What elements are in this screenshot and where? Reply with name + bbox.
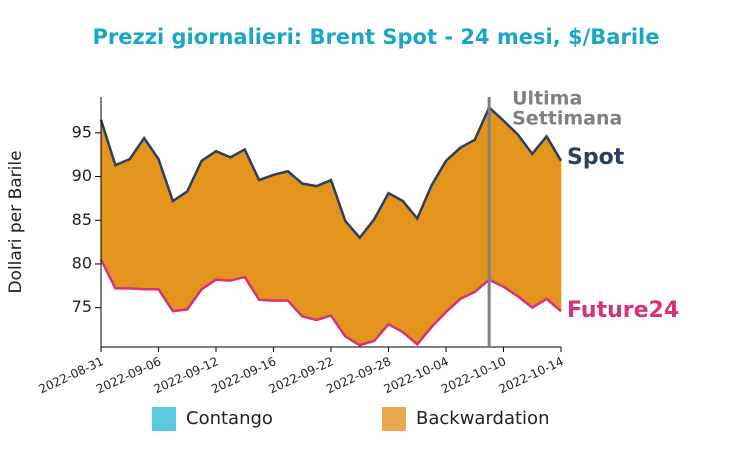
legend-swatch bbox=[152, 407, 176, 431]
band-segment bbox=[546, 135, 562, 312]
band-segment bbox=[129, 137, 145, 290]
y-tick-label: 75 bbox=[72, 297, 92, 316]
y-tick-label: 90 bbox=[72, 166, 92, 185]
band-segment bbox=[460, 139, 476, 300]
band-segment bbox=[531, 135, 547, 309]
y-axis-label: Dollari per Barile bbox=[6, 150, 26, 293]
band-segment bbox=[186, 160, 202, 311]
band-segment bbox=[215, 150, 231, 281]
band-segment bbox=[517, 133, 533, 309]
y-tick-label: 85 bbox=[72, 210, 92, 229]
band-segment bbox=[258, 174, 274, 301]
series-label: Future24 bbox=[567, 298, 679, 323]
y-tick-label: 80 bbox=[72, 253, 92, 272]
band-segment bbox=[402, 200, 418, 346]
band-segment bbox=[244, 149, 260, 301]
legend-swatch bbox=[382, 407, 406, 431]
series-label: Spot bbox=[567, 145, 625, 170]
band-segment bbox=[431, 159, 447, 328]
band-segment bbox=[416, 185, 432, 346]
x-tick-label: 2022-09-12 bbox=[152, 354, 221, 396]
band-segment bbox=[287, 170, 303, 318]
band-segment bbox=[230, 148, 246, 281]
series-line bbox=[99, 105, 563, 240]
marker-label: Ultima bbox=[512, 88, 582, 110]
x-tick-label: 2022-08-31 bbox=[37, 354, 106, 396]
x-tick-label: 2022-09-06 bbox=[94, 354, 163, 396]
band-segment bbox=[115, 158, 131, 289]
x-tick-label: 2022-10-14 bbox=[497, 354, 566, 396]
legend-label: Contango bbox=[186, 408, 273, 429]
y-tick-label: 95 bbox=[72, 122, 92, 141]
band-segment bbox=[172, 190, 188, 312]
band-segment bbox=[503, 119, 519, 297]
x-tick-label: 2022-09-22 bbox=[267, 354, 336, 396]
x-tick-label: 2022-10-04 bbox=[382, 354, 451, 396]
legend-label: Backwardation bbox=[416, 408, 549, 429]
x-tick-label: 2022-10-10 bbox=[439, 354, 508, 396]
band-segment bbox=[345, 220, 361, 346]
band-segment bbox=[143, 137, 159, 290]
band-segment bbox=[359, 218, 375, 346]
x-tick-label: 2022-09-28 bbox=[324, 354, 393, 396]
band-segment bbox=[273, 170, 289, 301]
band-segment bbox=[316, 179, 332, 321]
band-segment bbox=[201, 150, 217, 290]
band-segment bbox=[445, 147, 461, 313]
band-segment bbox=[388, 192, 404, 333]
series-line bbox=[99, 259, 562, 347]
band-segment bbox=[488, 106, 504, 288]
band-segment bbox=[301, 183, 317, 321]
x-tick-label: 2022-09-16 bbox=[209, 354, 278, 396]
chart-title: Prezzi giornalieri: Brent Spot - 24 mesi… bbox=[93, 25, 660, 49]
marker-label: Settimana bbox=[512, 108, 622, 130]
